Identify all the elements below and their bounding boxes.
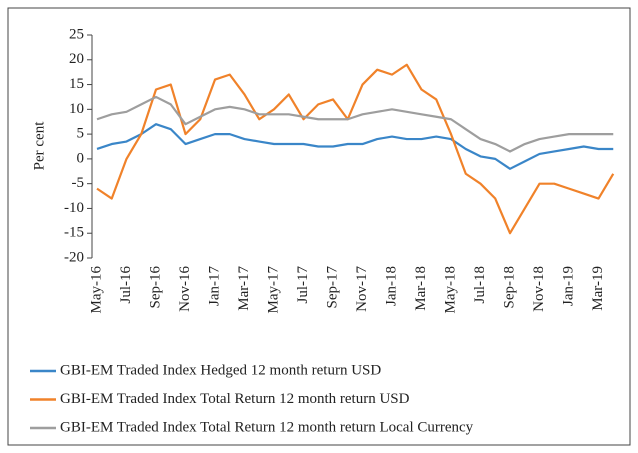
x-tick-label: Sep-17	[324, 266, 340, 309]
y-tick-label: 0	[77, 150, 85, 166]
x-tick-label: Jul-16	[118, 266, 134, 304]
x-tick-label: May-17	[265, 266, 281, 314]
x-tick-label: Nov-16	[177, 266, 193, 312]
x-tick-label: Jul-18	[472, 266, 488, 304]
x-tick-label: Nov-17	[354, 266, 370, 312]
x-tick-label: Mar-19	[590, 266, 606, 311]
y-tick-label: 20	[69, 51, 84, 67]
x-tick-label: Nov-18	[531, 266, 547, 312]
x-tick-label: Sep-18	[501, 266, 517, 309]
legend-label: GBI-EM Traded Index Hedged 12 month retu…	[60, 362, 381, 378]
x-tick-label: May-18	[442, 266, 458, 314]
y-tick-label: -20	[64, 249, 84, 265]
series-line	[96, 123, 614, 170]
y-tick-label: -15	[64, 225, 84, 241]
legend-label: GBI-EM Traded Index Total Return 12 mont…	[60, 391, 410, 407]
x-tick-label: Jul-17	[295, 266, 311, 304]
series-line	[96, 63, 615, 235]
y-tick-label: 10	[69, 101, 84, 117]
y-tick-label: -5	[72, 175, 85, 191]
x-tick-label: Mar-18	[413, 266, 429, 311]
x-tick-label: Jan-18	[383, 266, 399, 306]
x-tick-label: Jan-17	[206, 266, 222, 306]
frame	[7, 7, 631, 446]
series-line	[96, 95, 614, 153]
y-tick-label: 5	[77, 126, 85, 142]
x-tick-label: Sep-16	[147, 266, 163, 309]
x-tick-label: Jan-19	[560, 266, 576, 306]
y-axis-label: Per cent	[31, 121, 47, 171]
x-tick-label: May-16	[88, 266, 104, 314]
legend-label: GBI-EM Traded Index Total Return 12 mont…	[60, 419, 474, 435]
y-tick-label: 15	[69, 76, 84, 92]
x-tick-label: Mar-17	[236, 266, 252, 311]
y-tick-label: 25	[69, 26, 84, 42]
y-tick-label: -10	[64, 200, 84, 216]
